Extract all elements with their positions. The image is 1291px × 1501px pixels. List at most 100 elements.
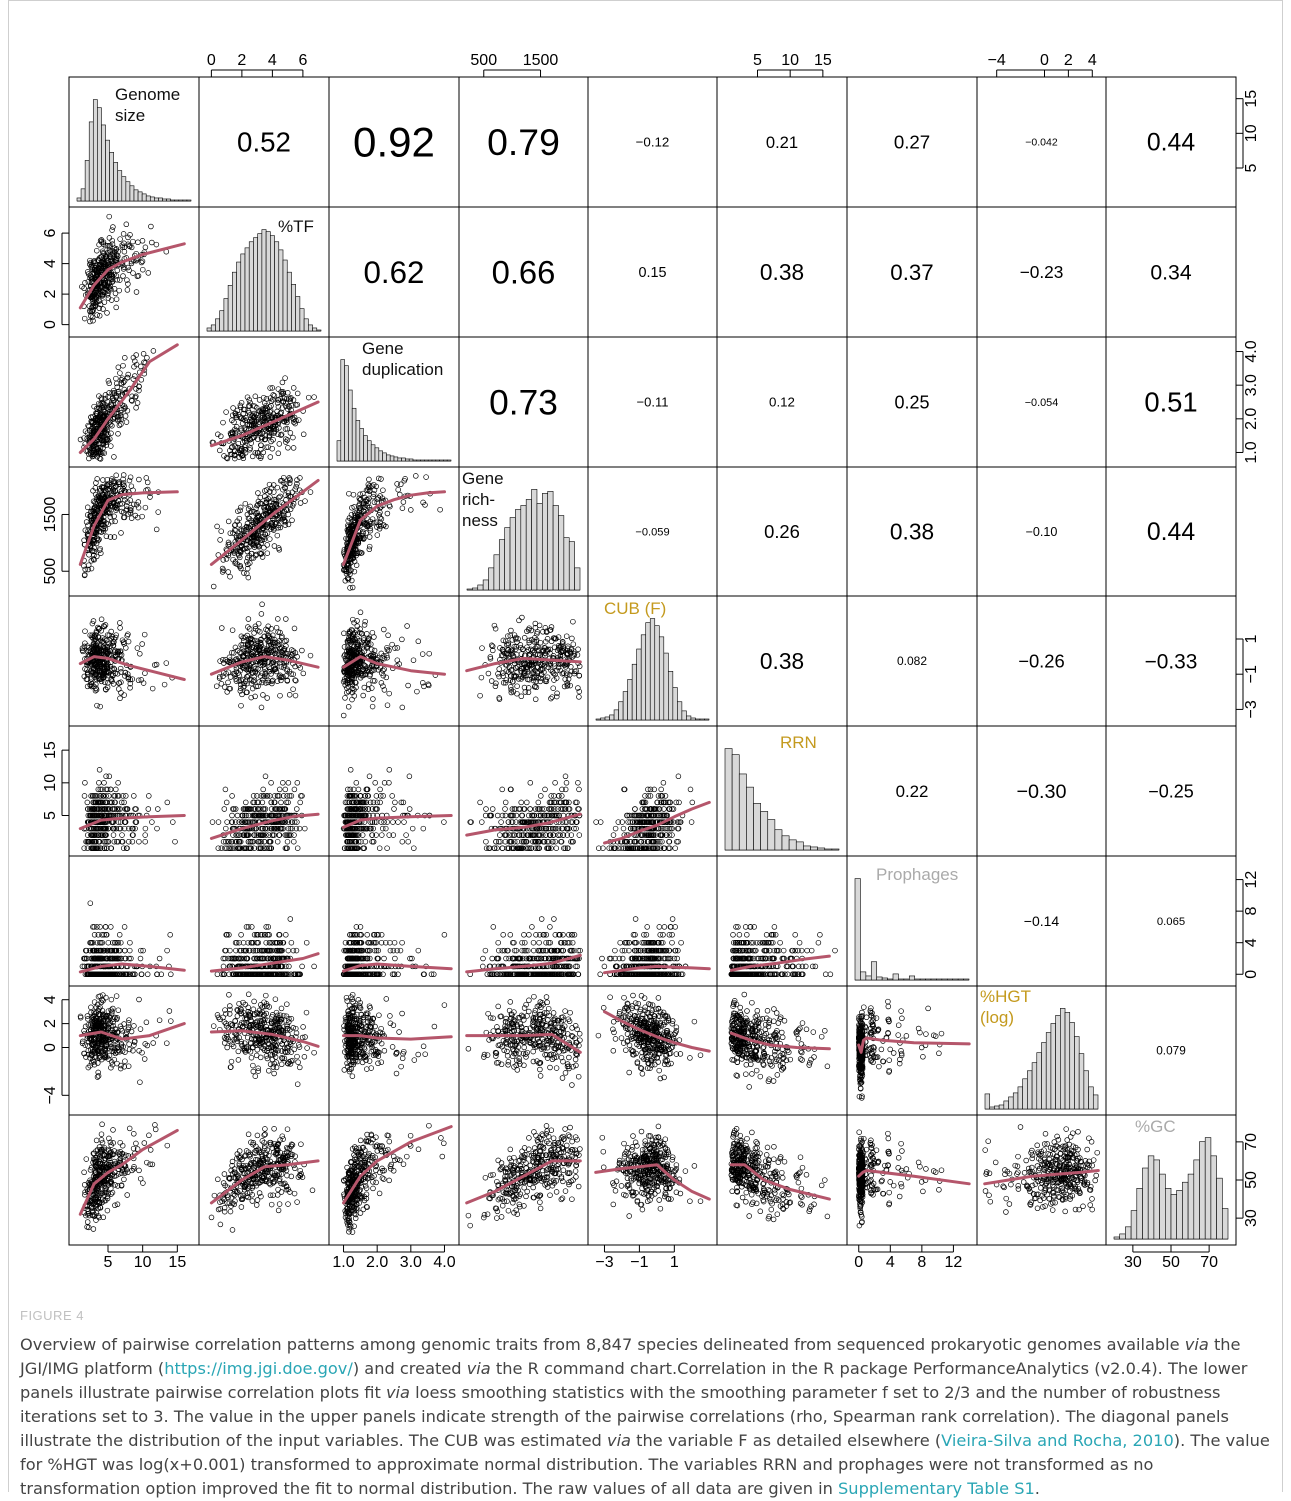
data-point <box>126 839 131 844</box>
histogram-bar <box>341 360 345 461</box>
histogram-bar <box>1154 1160 1160 1239</box>
data-point <box>354 563 359 568</box>
data-point <box>154 242 159 247</box>
data-point <box>291 386 296 391</box>
data-point <box>492 623 497 628</box>
data-point <box>154 527 159 532</box>
data-point <box>386 633 391 638</box>
histogram-bar <box>1046 1033 1051 1109</box>
data-point <box>281 475 286 480</box>
data-point <box>221 558 226 563</box>
data-point <box>109 431 114 436</box>
data-point <box>146 271 151 276</box>
correlation-value: 0.62 <box>364 255 425 290</box>
histogram-bar <box>725 749 732 850</box>
variable-label: (log) <box>980 1008 1014 1027</box>
histogram-bar <box>304 319 308 331</box>
data-point <box>489 643 494 648</box>
data-point <box>128 475 133 480</box>
scatter-panel <box>211 475 318 589</box>
data-point <box>114 376 119 381</box>
data-point <box>404 833 409 838</box>
variable-label: Gene <box>462 469 504 488</box>
correlation-value: −0.054 <box>1025 397 1059 409</box>
data-point <box>564 634 569 639</box>
histogram-bar <box>390 456 394 461</box>
data-point <box>298 666 303 671</box>
data-point <box>278 494 283 499</box>
scatter-panel <box>80 617 184 709</box>
data-point <box>102 780 107 785</box>
histogram-bar <box>1148 1156 1154 1239</box>
data-point <box>162 682 167 687</box>
data-point <box>416 639 421 644</box>
data-point <box>150 686 155 691</box>
data-point <box>378 515 383 520</box>
histogram-bar <box>93 100 97 201</box>
histogram-bar <box>364 436 368 461</box>
histogram-bar <box>510 518 515 590</box>
histogram-bar <box>146 196 150 201</box>
histogram-bar <box>537 503 542 590</box>
data-point <box>230 813 235 818</box>
data-point <box>510 638 515 643</box>
histogram-bar <box>142 194 146 201</box>
data-point <box>272 544 277 549</box>
histogram-bar <box>964 979 969 980</box>
histogram-bar <box>526 499 531 590</box>
histogram-bar <box>1009 1097 1014 1109</box>
data-point <box>486 671 491 676</box>
data-point <box>228 675 233 680</box>
histogram-bar <box>909 976 914 980</box>
data-point <box>478 693 483 698</box>
histogram-bar <box>646 623 651 720</box>
data-point <box>343 696 348 701</box>
data-point <box>260 602 265 607</box>
data-point <box>217 448 222 453</box>
data-point <box>509 628 514 633</box>
histogram-bar <box>1125 1227 1131 1239</box>
histogram-bar <box>424 460 428 461</box>
data-point <box>379 833 384 838</box>
panel-frame <box>69 207 199 337</box>
data-point <box>111 225 116 230</box>
data-point <box>127 268 132 273</box>
data-point <box>125 375 130 380</box>
data-point <box>420 652 425 657</box>
correlation-value: 0.38 <box>760 648 804 674</box>
variable-label: duplication <box>362 360 443 379</box>
histogram-bar <box>356 420 360 461</box>
correlation-value: 0.27 <box>894 132 930 153</box>
histogram-bar <box>386 455 390 461</box>
data-point <box>126 639 131 644</box>
histogram-bar <box>695 719 700 720</box>
data-point <box>371 697 376 702</box>
data-point <box>306 395 311 400</box>
histogram-bar <box>483 580 488 590</box>
data-point <box>230 628 235 633</box>
correlation-value: 0.38 <box>760 259 804 285</box>
data-point <box>140 267 145 272</box>
histogram-bar <box>515 510 520 590</box>
variable-label: ness <box>462 511 498 530</box>
histogram-bar <box>569 542 574 590</box>
data-point <box>298 800 303 805</box>
correlation-value: 0.37 <box>890 260 933 285</box>
data-point <box>143 671 148 676</box>
histogram-bar <box>1037 1053 1042 1109</box>
data-point <box>265 543 270 548</box>
data-point <box>276 451 281 456</box>
histogram-bar <box>383 453 387 461</box>
histogram-bar <box>860 972 865 980</box>
histogram-bar <box>1079 1054 1084 1109</box>
data-point <box>400 705 405 710</box>
data-point <box>136 240 141 245</box>
data-point <box>127 478 132 483</box>
correlation-value: 0.15 <box>638 265 666 281</box>
data-point <box>140 238 145 243</box>
histogram-bar <box>825 849 832 850</box>
histogram-bar <box>375 448 379 461</box>
correlation-value: −0.12 <box>636 135 670 150</box>
histogram-bar <box>754 803 761 850</box>
data-point <box>141 681 146 686</box>
